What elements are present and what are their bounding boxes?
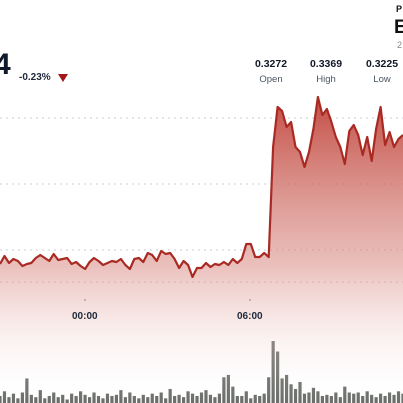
stat-open-value: 0.3272 xyxy=(254,58,288,70)
corner-label-1: P xyxy=(396,4,403,14)
corner-label-3: 2 xyxy=(397,40,403,50)
x-tick-label-0000: 00:00 xyxy=(72,311,98,322)
stat-high-value: 0.3369 xyxy=(309,58,343,70)
change-percent: -0.23% xyxy=(19,72,51,83)
stat-open: 0.3272 Open xyxy=(246,58,296,85)
current-price: 4 xyxy=(0,48,11,81)
x-tick-label-0600: 06:00 xyxy=(237,311,263,322)
stat-low-value: 0.3225 xyxy=(365,58,399,70)
stat-open-label: Open xyxy=(259,74,283,85)
stat-high: 0.3369 High xyxy=(301,58,351,85)
stat-low-label: Low xyxy=(373,74,391,85)
stat-low: 0.3225 Low xyxy=(357,58,403,85)
corner-label-2: E xyxy=(394,17,403,38)
down-arrow-icon xyxy=(58,74,68,82)
stat-high-label: High xyxy=(316,74,336,85)
price-area xyxy=(0,97,403,403)
price-line xyxy=(0,95,403,279)
